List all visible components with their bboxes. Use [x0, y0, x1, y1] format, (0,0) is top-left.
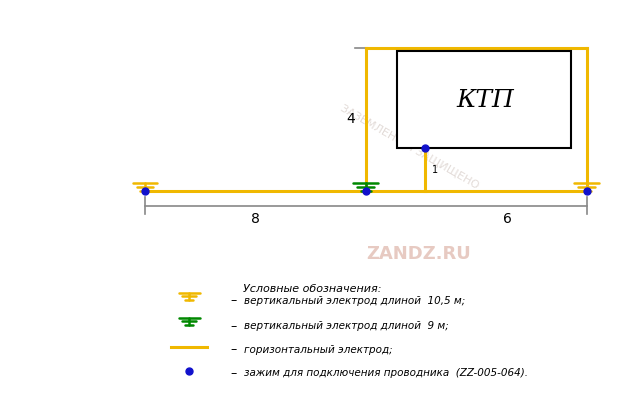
- Text: –: –: [230, 319, 237, 332]
- Text: –: –: [230, 342, 237, 355]
- Text: –: –: [230, 294, 237, 307]
- Text: вертикальный электрод длиной  9 м;: вертикальный электрод длиной 9 м;: [244, 320, 449, 330]
- Text: горизонтальный электрод;: горизонтальный электрод;: [244, 344, 393, 354]
- Text: ЗАЗЕМЛЕНО И ЗАЩИЩЕНО: ЗАЗЕМЛЕНО И ЗАЩИЩЕНО: [339, 102, 481, 189]
- Text: зажим для подключения проводника  (ZZ-005-064).: зажим для подключения проводника (ZZ-005…: [244, 367, 528, 377]
- Text: 4: 4: [346, 112, 355, 126]
- Text: КТП: КТП: [456, 89, 514, 112]
- Text: 6: 6: [502, 211, 512, 225]
- Text: 1: 1: [432, 164, 438, 174]
- Text: ZANDZ.RU: ZANDZ.RU: [366, 244, 471, 262]
- Text: вертикальный электрод длиной  10,5 м;: вертикальный электрод длиной 10,5 м;: [244, 295, 466, 305]
- Text: Условные обозначения:: Условные обозначения:: [243, 283, 382, 293]
- Bar: [397, 52, 571, 149]
- Text: 8: 8: [251, 211, 260, 225]
- Text: –: –: [230, 366, 237, 379]
